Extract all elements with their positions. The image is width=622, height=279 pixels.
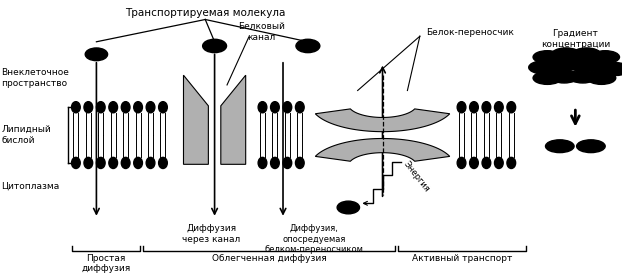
Text: Простая
диффузия: Простая диффузия (81, 254, 131, 273)
Ellipse shape (482, 157, 491, 169)
Ellipse shape (457, 157, 466, 169)
Ellipse shape (96, 157, 105, 169)
Ellipse shape (121, 102, 130, 113)
Text: Диффузия,
опосредуемая
белком-переносчиком: Диффузия, опосредуемая белком-переносчик… (265, 224, 363, 254)
Ellipse shape (457, 102, 466, 113)
Ellipse shape (295, 102, 304, 113)
Ellipse shape (283, 157, 292, 169)
Ellipse shape (121, 157, 130, 169)
Ellipse shape (146, 102, 155, 113)
Circle shape (587, 72, 616, 84)
Circle shape (533, 51, 562, 64)
Circle shape (567, 58, 596, 71)
Ellipse shape (295, 157, 304, 169)
Ellipse shape (271, 102, 279, 113)
Ellipse shape (494, 157, 503, 169)
Ellipse shape (258, 157, 267, 169)
Ellipse shape (507, 157, 516, 169)
Circle shape (550, 70, 578, 83)
Circle shape (572, 48, 601, 61)
Circle shape (591, 51, 620, 64)
Text: Липидный
бислой: Липидный бислой (1, 125, 51, 145)
Circle shape (569, 70, 597, 83)
Text: Транспортируемая молекула: Транспортируемая молекула (125, 8, 285, 18)
Polygon shape (221, 75, 246, 164)
Ellipse shape (134, 102, 142, 113)
Ellipse shape (96, 102, 105, 113)
Ellipse shape (72, 102, 80, 113)
Ellipse shape (494, 102, 503, 113)
Ellipse shape (507, 102, 516, 113)
Ellipse shape (72, 157, 80, 169)
Text: Градиент
концентрации: Градиент концентрации (541, 29, 610, 49)
Circle shape (545, 140, 574, 153)
Circle shape (529, 61, 557, 74)
Circle shape (547, 59, 576, 72)
Ellipse shape (159, 157, 167, 169)
Text: Диффузия
через канал: Диффузия через канал (182, 224, 241, 244)
Text: Облегченная диффузия: Облегченная диффузия (211, 254, 327, 263)
Ellipse shape (470, 102, 478, 113)
Ellipse shape (134, 157, 142, 169)
Text: Белковый
канал: Белковый канал (238, 22, 285, 42)
Ellipse shape (337, 201, 360, 214)
Ellipse shape (258, 102, 267, 113)
Ellipse shape (109, 157, 118, 169)
Ellipse shape (84, 157, 93, 169)
Ellipse shape (146, 157, 155, 169)
Polygon shape (315, 138, 450, 161)
Text: Внеклеточное
пространство: Внеклеточное пространство (1, 68, 69, 88)
Ellipse shape (159, 102, 167, 113)
Circle shape (552, 48, 580, 61)
Ellipse shape (296, 39, 320, 53)
Circle shape (586, 60, 615, 73)
Text: Энергия: Энергия (401, 160, 431, 194)
Text: Активный транспорт: Активный транспорт (412, 254, 512, 263)
Ellipse shape (203, 39, 226, 53)
Ellipse shape (271, 157, 279, 169)
Polygon shape (183, 75, 208, 164)
Polygon shape (315, 109, 450, 132)
Circle shape (577, 140, 605, 153)
Ellipse shape (283, 102, 292, 113)
Text: Белок-переносчик: Белок-переносчик (426, 28, 514, 37)
Ellipse shape (85, 48, 108, 61)
Ellipse shape (84, 102, 93, 113)
Ellipse shape (470, 157, 478, 169)
Circle shape (533, 72, 562, 84)
Circle shape (601, 63, 622, 75)
Text: Цитоплазма: Цитоплазма (1, 182, 60, 191)
Ellipse shape (109, 102, 118, 113)
Ellipse shape (482, 102, 491, 113)
